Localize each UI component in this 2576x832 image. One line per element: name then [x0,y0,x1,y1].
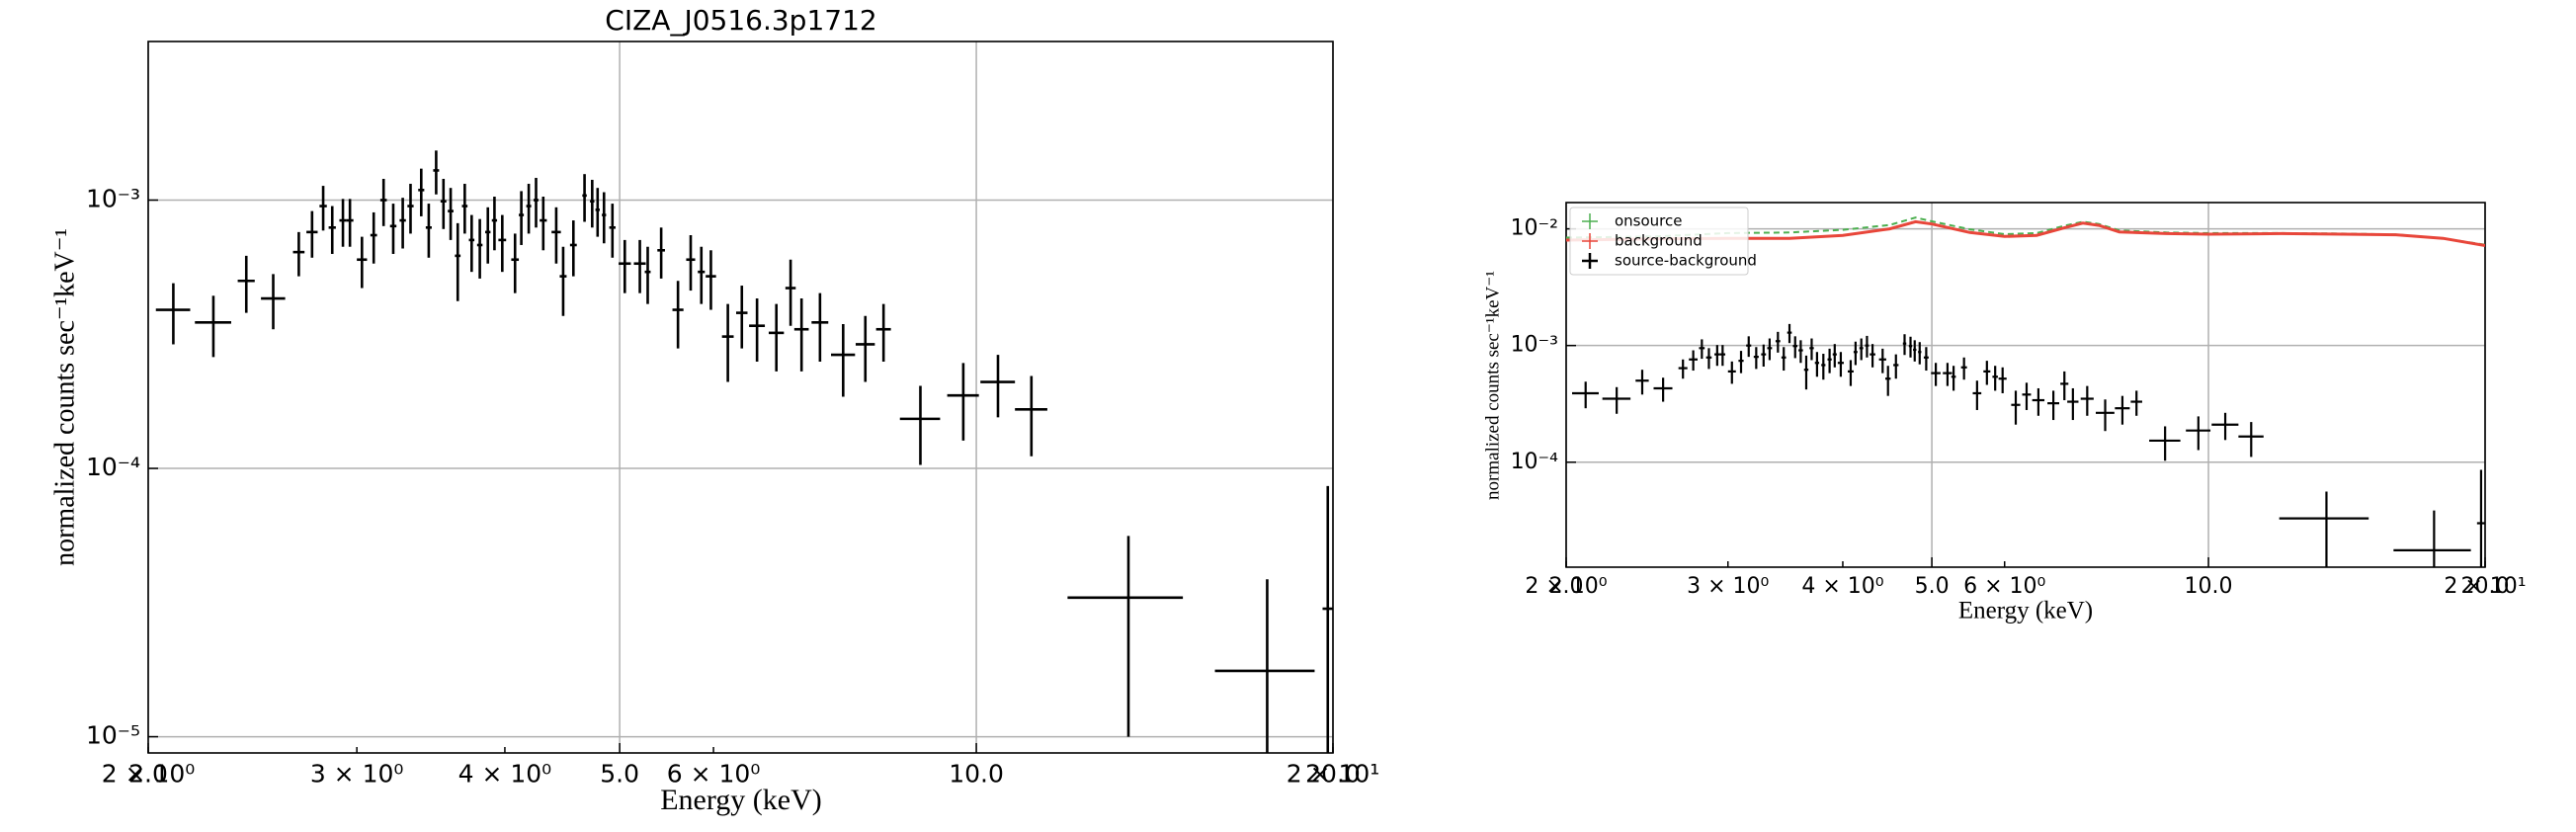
x-tick-label: 2.0 [128,760,168,789]
axes-frame [1565,202,2486,568]
x-tick-label: 6 × 10⁰ [1963,574,2045,599]
x-axis-label: Energy (keV) [1958,598,2093,624]
axes-frame [147,41,1334,754]
x-tick-label: 5.0 [1915,574,1950,599]
plot-area: 2.0 5.0 10.0 20.0 2 × 10⁰ 3 × 10⁰ 4 × 10⁰ 6 × 1… [49,4,1380,816]
x-tick-label: 10.0 [2185,574,2233,599]
x-tick-label: 4 × 10⁰ [458,760,552,789]
x-tick-label: 4 × 10⁰ [1801,574,1883,599]
legend-label: onsource [1615,212,1683,230]
y-tick-label: 10⁻⁴ [1511,450,1559,474]
x-tick-label: 3 × 10⁰ [310,760,404,789]
x-tick-label: 10.0 [949,760,1004,789]
x-axis-label: Energy (keV) [660,784,822,816]
y-tick-label: 10⁻⁵ [86,721,140,750]
y-tick-label: 10⁻² [1511,216,1558,241]
x-tick-label: 2 × 10¹ [1287,760,1380,789]
plot-area: 2.0 5.0 10.0 20.0 2 × 10⁰ 3 × 10⁰ 4 × 10⁰ 6 × 1… [1482,202,2527,624]
x-tick-label: 20.0 [1305,760,1361,789]
x-tick-label: 6 × 10⁰ [667,760,761,789]
legend-label: source-background [1615,252,1757,270]
series-line [1566,219,2485,247]
y-tick-label: 10⁻³ [86,184,140,212]
y-axis-label: normalized counts sec⁻¹keV⁻¹ [49,228,80,566]
legend-box [1569,207,1749,276]
x-tick-label: 3 × 10⁰ [1687,574,1769,599]
x-tick-label: 2.0 [1549,574,1584,599]
legend-label: background [1615,232,1703,250]
y-tick-label: 10⁻³ [1511,333,1558,358]
y-axis-label: normalized counts sec⁻¹keV⁻¹ [1482,271,1503,500]
y-tick-label: 10⁻⁴ [86,453,140,481]
x-tick-label: 2 × 10⁰ [1525,574,1607,599]
chart-title: CIZA_J0516.3p1712 [605,4,876,37]
x-tick-label: 20.0 [2461,574,2510,599]
x-tick-label: 2 × 10⁰ [102,760,196,789]
data-layer [155,150,1333,753]
data-layer [1566,216,2485,567]
legend: onsource background source-background [1569,207,1757,276]
x-tick-label: 5.0 [600,760,639,789]
x-tick-label: 2 × 10¹ [2444,574,2526,599]
